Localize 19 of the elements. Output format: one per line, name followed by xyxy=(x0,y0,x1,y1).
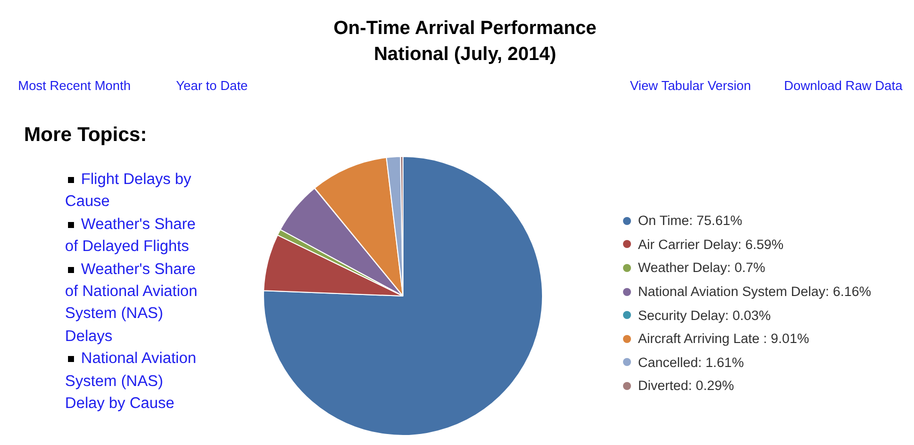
legend-label: Diverted: 0.29% xyxy=(638,378,734,394)
text: Most Recent Month xyxy=(18,78,131,93)
legend-label: Security Delay: 0.03% xyxy=(638,308,771,323)
legend-label: Weather Delay: 0.7% xyxy=(638,260,766,276)
text: Flight Delays by Cause xyxy=(65,171,192,210)
text: National Aviation System (NAS) Delay by Cause xyxy=(65,350,196,412)
chart-title: On-Time Arrival Performance xyxy=(332,17,598,41)
legend-label: Cancelled: 1.61% xyxy=(638,354,744,370)
legend-label: Aircraft Arriving Late : 9.01% xyxy=(638,331,810,346)
text: View Tabular Version xyxy=(630,78,751,93)
text: Download Raw Data xyxy=(784,78,903,93)
text: Weather's Share of National Aviation System (NAS) Delays xyxy=(65,260,198,345)
legend-label: On Time: 75.61% xyxy=(638,213,742,228)
text: More Topics: xyxy=(24,124,147,147)
legend-label: Air Carrier Delay: 6.59% xyxy=(638,236,784,252)
text: Year to Date xyxy=(176,78,248,93)
legend-label: National Aviation System Delay: 6.16% xyxy=(638,284,872,300)
text: Weather's Share of Delayed Flights xyxy=(65,216,196,256)
chart-subtitle: National (July, 2014) xyxy=(372,43,558,67)
